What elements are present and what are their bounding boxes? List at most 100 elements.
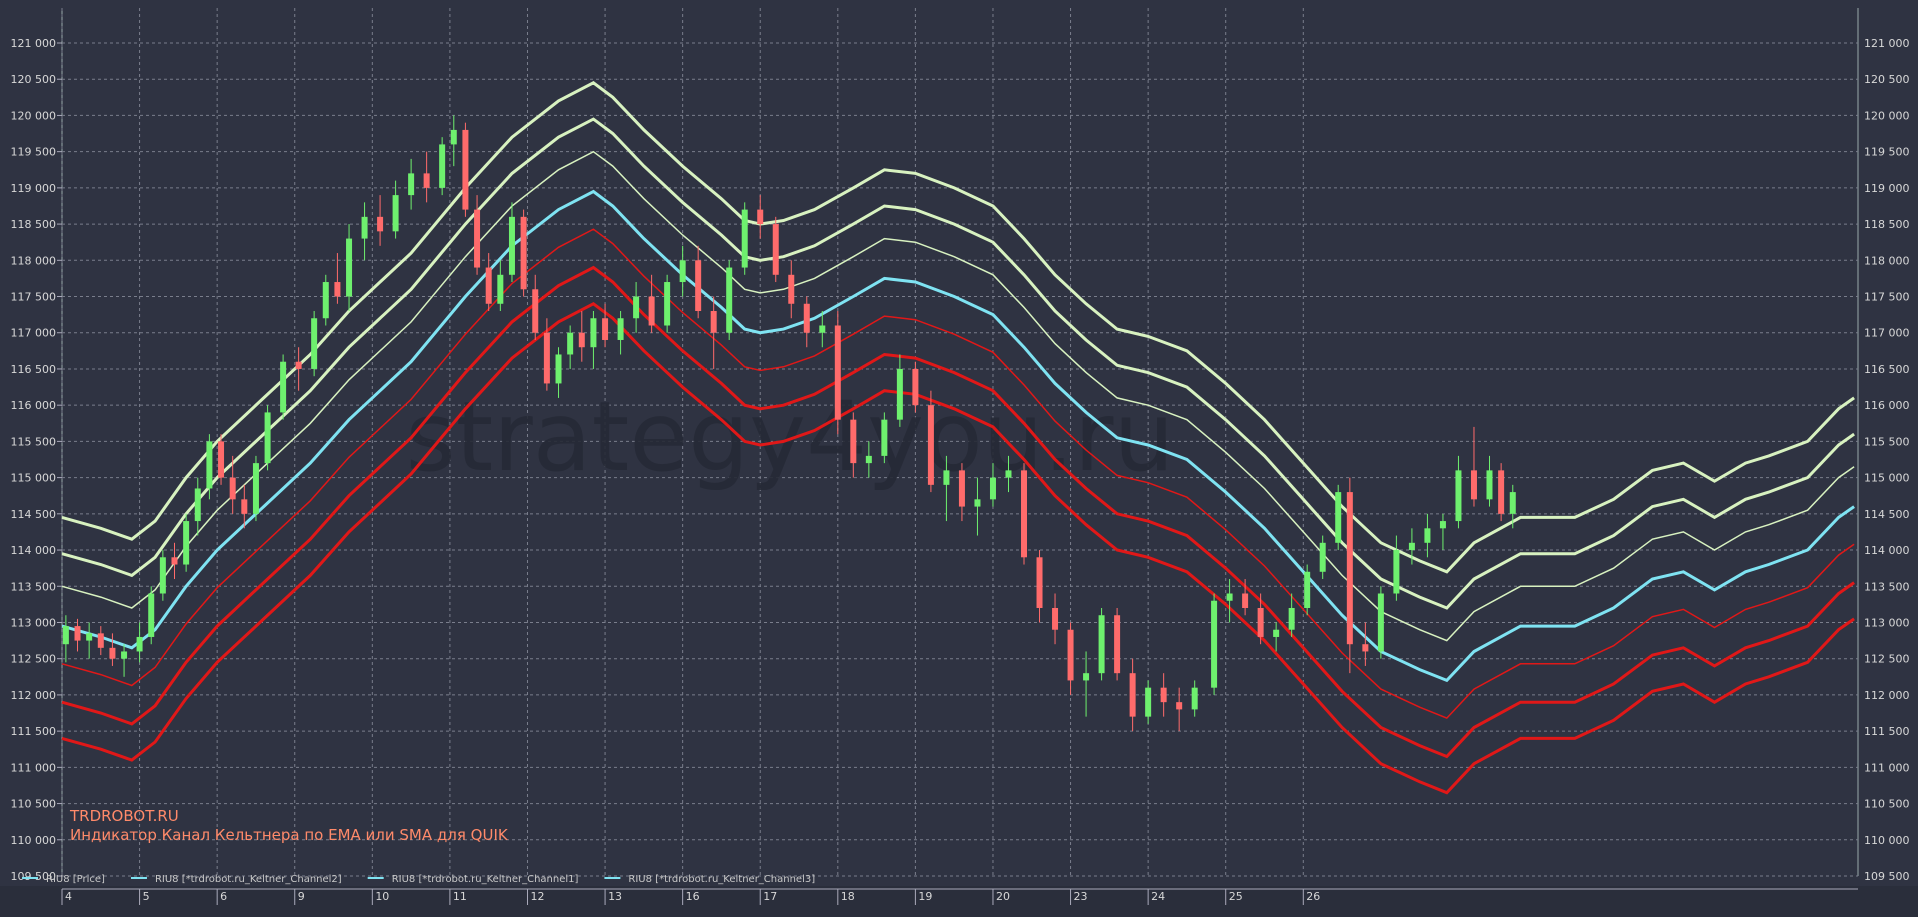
candle-body [958, 470, 965, 507]
y-tick-label: 119 500 [11, 146, 57, 159]
candle-body [194, 488, 201, 522]
x-tick-label: 24 [1151, 890, 1165, 903]
y-tick-label-right: 114 500 [1864, 508, 1910, 521]
y-tick-label: 119 000 [11, 182, 57, 195]
y-tick-label-right: 111 500 [1864, 725, 1910, 738]
candle-body [121, 651, 128, 659]
y-tick-label-right: 113 500 [1864, 580, 1910, 593]
y-tick-label: 120 000 [11, 109, 57, 122]
y-tick-label: 111 500 [11, 725, 57, 738]
candle-body [392, 195, 399, 232]
candle-body [462, 129, 469, 210]
candle-body [1346, 492, 1353, 645]
candle-body [927, 405, 934, 485]
candle-body [1021, 470, 1028, 558]
candle-body [159, 557, 166, 594]
x-tick-label: 20 [996, 890, 1010, 903]
candle-body [532, 289, 539, 333]
candle-body [834, 325, 841, 420]
legend: RIU8 [Price] RIU8 [*trdrobot.ru_Keltner_C… [22, 874, 815, 885]
candle-body [361, 216, 368, 239]
candle-body [1424, 528, 1431, 543]
y-tick-label: 110 500 [11, 798, 57, 811]
candle-body [664, 282, 671, 326]
y-tick-label-right: 118 500 [1864, 218, 1910, 231]
candle-body [280, 361, 287, 413]
candle-body [617, 318, 624, 340]
y-tick-label: 117 500 [11, 291, 57, 304]
y-tick-label: 115 500 [11, 435, 57, 448]
candle-body [710, 311, 717, 333]
candle-body [295, 361, 302, 369]
legend-label: RIU8 [*trdrobot.ru_Keltner_Channel1] [392, 874, 579, 885]
candle-body [1257, 607, 1264, 637]
candle-body [1191, 687, 1198, 710]
y-axis-left: 109 500 110 000 110 500 111 000 111 500 112 0… [11, 37, 62, 883]
candle-body [346, 238, 353, 297]
candle-body [62, 626, 69, 645]
lower-band-3 [61, 302, 1855, 795]
y-tick-label: 116 500 [11, 363, 57, 376]
x-tick-label: 23 [1074, 890, 1088, 903]
candle-body [474, 209, 481, 268]
candle-body [803, 303, 810, 333]
upper-band-3 [61, 81, 1855, 574]
x-tick-label: 10 [375, 890, 389, 903]
candle-body [148, 593, 155, 637]
candle-body [772, 224, 779, 275]
x-axis: 4 5 6 9 10 11 12 13 16 17 18 19 20 23 24 25 26 [61, 889, 1320, 905]
candle-body [408, 173, 415, 196]
candle-body [943, 470, 950, 485]
candle-body [497, 274, 504, 304]
x-tick-label: 26 [1306, 890, 1320, 903]
candle-body [1498, 470, 1505, 514]
candle-body [543, 332, 550, 384]
candle-body [136, 636, 143, 652]
candle-body [633, 296, 640, 319]
candle-body [1470, 470, 1477, 500]
candle-body [1160, 687, 1167, 703]
legend-label: RIU8 [Price] [46, 874, 105, 885]
candle-body [1083, 673, 1090, 681]
y-tick-label: 115 000 [11, 472, 57, 485]
y-tick-label-right: 109 500 [1864, 870, 1910, 883]
y-tick-label: 116 000 [11, 399, 57, 412]
candle-body [1335, 492, 1342, 543]
candle-body [439, 144, 446, 188]
x-tick-label: 19 [918, 890, 932, 903]
y-tick-label: 113 500 [11, 580, 57, 593]
candle-body [1145, 687, 1152, 717]
y-tick-label-right: 117 000 [1864, 327, 1910, 340]
candle-body [1273, 629, 1280, 637]
x-tick-label: 18 [841, 890, 855, 903]
candle-body [1377, 593, 1384, 652]
candle-body [1486, 470, 1493, 500]
candle-body [218, 441, 225, 478]
y-tick-label-right: 116 000 [1864, 399, 1910, 412]
y-tick-label: 109 500 [11, 870, 57, 883]
y-axis-right: 109 500 110 000 110 500 111 000 111 500 112 0… [1864, 37, 1910, 883]
candle-body [450, 129, 457, 145]
x-tick-label: 16 [686, 890, 700, 903]
candle-body [896, 368, 903, 420]
y-tick-label-right: 111 000 [1864, 761, 1910, 774]
candle-body [229, 477, 236, 500]
candle-body [555, 354, 562, 384]
y-tick-label-right: 120 500 [1864, 73, 1910, 86]
candle-body [726, 267, 733, 333]
x-tick-label: 17 [763, 890, 777, 903]
y-tick-label: 117 000 [11, 327, 57, 340]
y-tick-label-right: 117 500 [1864, 291, 1910, 304]
candle-body [741, 209, 748, 268]
candle-body [485, 267, 492, 304]
candle-body [865, 455, 872, 464]
candle-body [578, 332, 585, 348]
x-tick-label: 6 [220, 890, 227, 903]
y-tick-label: 114 000 [11, 544, 57, 557]
keltner-bands [61, 81, 1855, 795]
candle-body [97, 633, 104, 648]
candle-body [1304, 571, 1311, 608]
y-tick-label-right: 120 000 [1864, 109, 1910, 122]
y-tick-label: 110 000 [11, 834, 57, 847]
